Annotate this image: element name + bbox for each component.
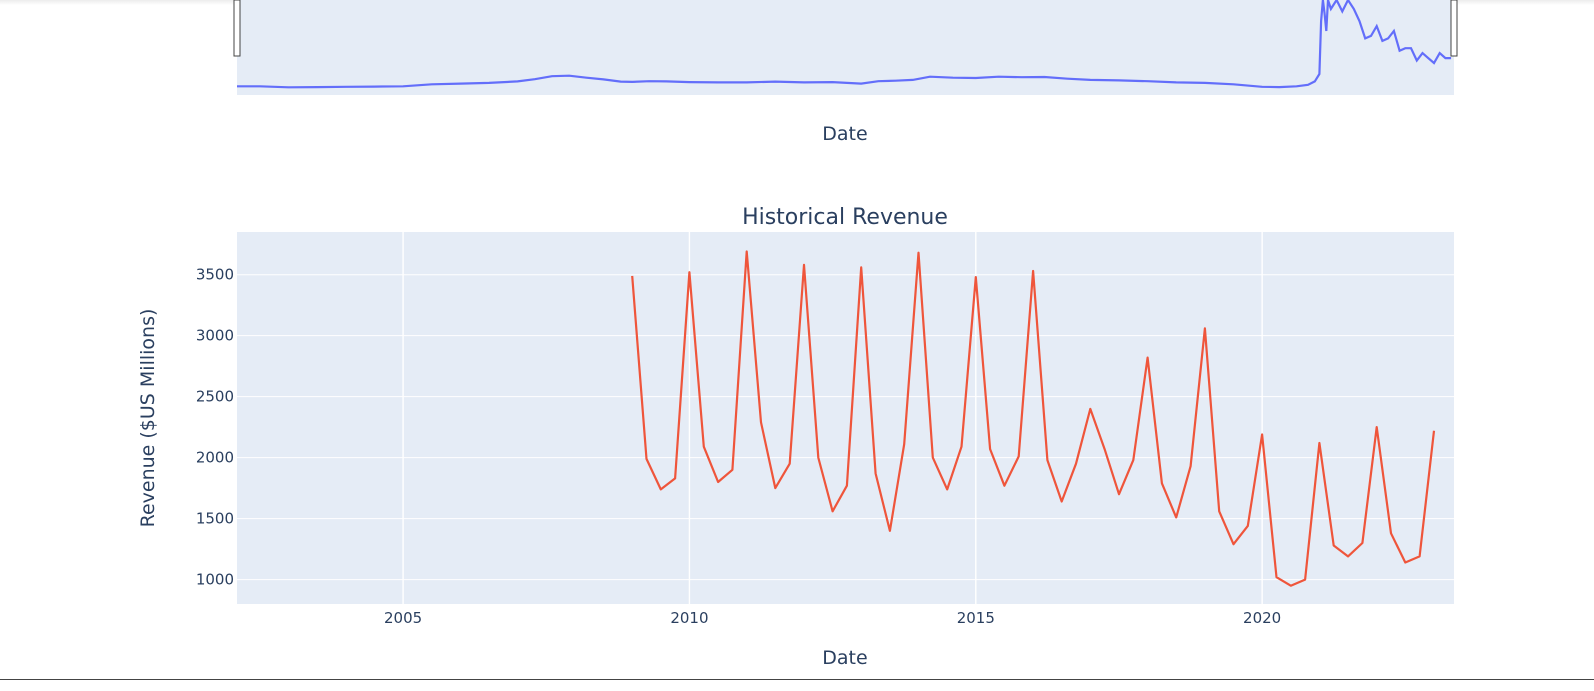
y-tick-label: 3500 bbox=[196, 266, 234, 284]
x-tick-label: 2005 bbox=[384, 609, 422, 627]
revenue-series-line-0 bbox=[631, 250, 1436, 587]
revenue-plot-background bbox=[237, 232, 1454, 604]
x-tick-label: 2015 bbox=[957, 609, 995, 627]
bottom-border bbox=[0, 679, 1594, 680]
range-slider-series-line-0 bbox=[237, 0, 1452, 89]
y-tick-label: 2500 bbox=[196, 388, 234, 406]
y-tick-label: 1500 bbox=[196, 510, 234, 528]
y-tick-label: 2000 bbox=[196, 449, 234, 467]
range-slider-panel[interactable] bbox=[233, 0, 1458, 95]
y-axis-title: Revenue ($US Millions) bbox=[137, 309, 159, 528]
chart-title: Historical Revenue bbox=[742, 205, 948, 230]
y-tick-label: 3000 bbox=[196, 327, 234, 345]
y-tick-label: 1000 bbox=[196, 571, 234, 589]
x-tick-label: 2010 bbox=[670, 609, 708, 627]
range-slider-left-handle[interactable] bbox=[233, 0, 241, 57]
range-slider-background bbox=[237, 0, 1454, 95]
range-slider-x-axis-title: Date bbox=[822, 123, 867, 145]
x-axis-title: Date bbox=[822, 647, 867, 669]
x-tick-label: 2020 bbox=[1243, 609, 1281, 627]
revenue-plot-area[interactable] bbox=[237, 232, 1454, 604]
range-slider-right-handle[interactable] bbox=[1450, 0, 1458, 57]
